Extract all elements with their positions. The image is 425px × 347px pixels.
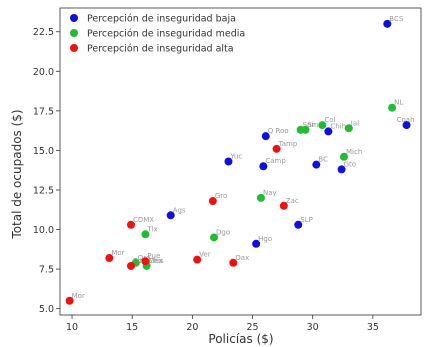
- x-tick-label: 20: [186, 322, 198, 333]
- data-point: [65, 296, 74, 305]
- data-point: [141, 230, 150, 239]
- point-label: Col: [324, 116, 335, 124]
- x-axis-label: Policías ($): [208, 332, 273, 346]
- data-point: [388, 103, 397, 112]
- point-label: Gro: [215, 192, 227, 200]
- point-label: Sin: [307, 121, 318, 129]
- data-point: [126, 261, 135, 270]
- x-tick-label: 25: [246, 322, 258, 333]
- point-label: Tlx: [146, 225, 157, 233]
- data-point: [166, 211, 175, 220]
- point-label: Oax: [235, 254, 249, 262]
- data-point: [294, 220, 303, 229]
- data-point: [337, 165, 346, 174]
- y-tick-label: 20.0: [33, 67, 54, 78]
- legend-marker: [70, 44, 78, 52]
- data-point: [208, 197, 217, 206]
- point-label: Tamp: [278, 140, 298, 148]
- x-axis: 10 15 20 25 30 35: [66, 315, 379, 333]
- y-tick-label: 7.5: [39, 265, 54, 276]
- legend-label: Percepción de inseguridad baja: [87, 14, 236, 25]
- point-label: Zac: [286, 197, 299, 205]
- point-label: Gto: [344, 160, 356, 168]
- point-label: Jal: [350, 119, 359, 127]
- legend-label: Percepción de inseguridad media: [87, 29, 245, 40]
- data-point: [259, 162, 268, 171]
- data-point: [318, 121, 327, 130]
- y-tick-label: 5.0: [39, 304, 54, 315]
- point-label: Coah: [397, 116, 415, 124]
- data-point: [256, 193, 265, 202]
- data-point: [141, 257, 150, 266]
- y-axis: 5.0 7.5 10.0 12.5 15.0 17.5 20.0 22.5: [33, 27, 60, 315]
- point-label: Mich: [346, 148, 362, 156]
- data-point: [272, 144, 281, 153]
- data-point: [229, 258, 238, 267]
- point-label: Son: [303, 121, 316, 129]
- y-tick-label: 15.0: [33, 146, 54, 157]
- data-point: [339, 152, 348, 161]
- point-label: Chis: [149, 257, 164, 265]
- data-point: [402, 121, 411, 130]
- point-label: CDMX: [133, 216, 154, 224]
- point-label: Nay: [263, 189, 277, 197]
- data-point: [312, 160, 321, 169]
- y-tick-label: 17.5: [33, 106, 54, 117]
- data-point: [252, 239, 261, 248]
- y-axis-label: Total de ocupados ($): [10, 109, 24, 239]
- point-label: NL: [394, 99, 403, 107]
- point-label: Mor: [72, 292, 85, 300]
- x-tick-label: 15: [126, 322, 138, 333]
- y-tick-label: 12.5: [33, 185, 54, 196]
- plot-border: [59, 7, 422, 316]
- point-label: Hgo: [258, 235, 272, 243]
- data-point: [324, 127, 333, 136]
- legend-label: Percepción de inseguridad alta: [87, 44, 234, 55]
- point-label: Chih: [330, 122, 346, 130]
- data-point: [105, 254, 114, 263]
- data-point: [301, 125, 310, 134]
- point-label: BC: [318, 156, 328, 164]
- data-point: [193, 255, 202, 264]
- x-tick-label: 10: [66, 322, 78, 333]
- data-point: [279, 201, 288, 210]
- data-point: [126, 220, 135, 229]
- plot-frame: [59, 7, 422, 316]
- data-point: [383, 19, 392, 28]
- point-label: Pue: [147, 252, 160, 260]
- data-points: [65, 19, 411, 305]
- data-point: [261, 132, 270, 141]
- x-tick-label: 30: [307, 322, 319, 333]
- point-label: Mor: [111, 249, 124, 257]
- point-label: Yuc: [229, 153, 242, 161]
- data-point: [224, 157, 233, 166]
- point-labels: BCS Coah Chih Q Roo Yuc Camp BC Gto Ags SLP Hgo NL S…: [72, 15, 415, 300]
- data-point: [210, 233, 219, 242]
- point-label: Q Roo: [268, 127, 289, 135]
- y-tick-label: 10.0: [33, 225, 54, 236]
- legend-marker: [70, 29, 78, 37]
- y-tick-label: 22.5: [33, 27, 54, 38]
- point-label: SLP: [300, 216, 313, 224]
- legend: Percepción de inseguridad baja Percepción…: [70, 14, 245, 55]
- x-tick-label: 35: [367, 322, 379, 333]
- point-label: Dgo: [216, 228, 230, 236]
- legend-marker: [70, 14, 78, 22]
- point-label: Ver: [199, 251, 211, 259]
- point-label: BCS: [389, 15, 404, 23]
- point-label: Ags: [173, 206, 186, 214]
- point-label: Camp: [265, 157, 286, 165]
- data-point: [344, 124, 353, 133]
